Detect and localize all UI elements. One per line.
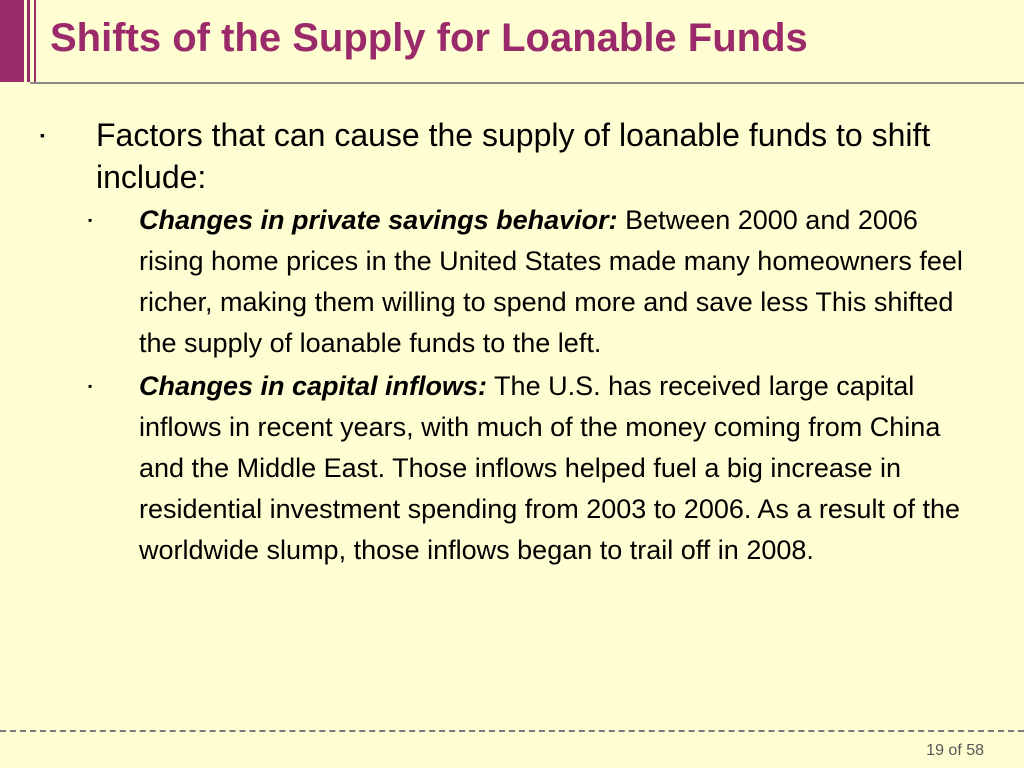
title-divider <box>30 82 1024 84</box>
square-bullet-icon: ▪ <box>40 127 45 143</box>
page-number: 19 of 58 <box>926 742 984 759</box>
sub-bullet-capital-inflows: ▪ Changes in capital inflows: The U.S. h… <box>0 366 1024 571</box>
sub-bullet-text: Between 2000 and 2006 rising home prices… <box>139 205 963 358</box>
square-bullet-icon: ▪ <box>88 379 93 393</box>
sub-bullet-lead: Changes in capital inflows: <box>139 371 488 401</box>
sub-bullet-text: The U.S. has received large capital infl… <box>139 371 960 565</box>
main-bullet: ▪ Factors that can cause the supply of l… <box>0 114 1024 198</box>
sub-bullet-savings: ▪ Changes in private savings behavior: B… <box>0 200 1024 364</box>
slide-title: Shifts of the Supply for Loanable Funds <box>50 16 808 60</box>
main-bullet-text: Factors that can cause the supply of loa… <box>96 117 931 195</box>
square-bullet-icon: ▪ <box>88 213 93 227</box>
slide-content: ▪ Factors that can cause the supply of l… <box>0 114 1024 571</box>
footer-divider <box>0 730 1024 732</box>
sub-bullet-lead: Changes in private savings behavior: <box>139 205 618 235</box>
title-accent-line <box>34 0 36 82</box>
title-accent-gap <box>24 0 27 82</box>
